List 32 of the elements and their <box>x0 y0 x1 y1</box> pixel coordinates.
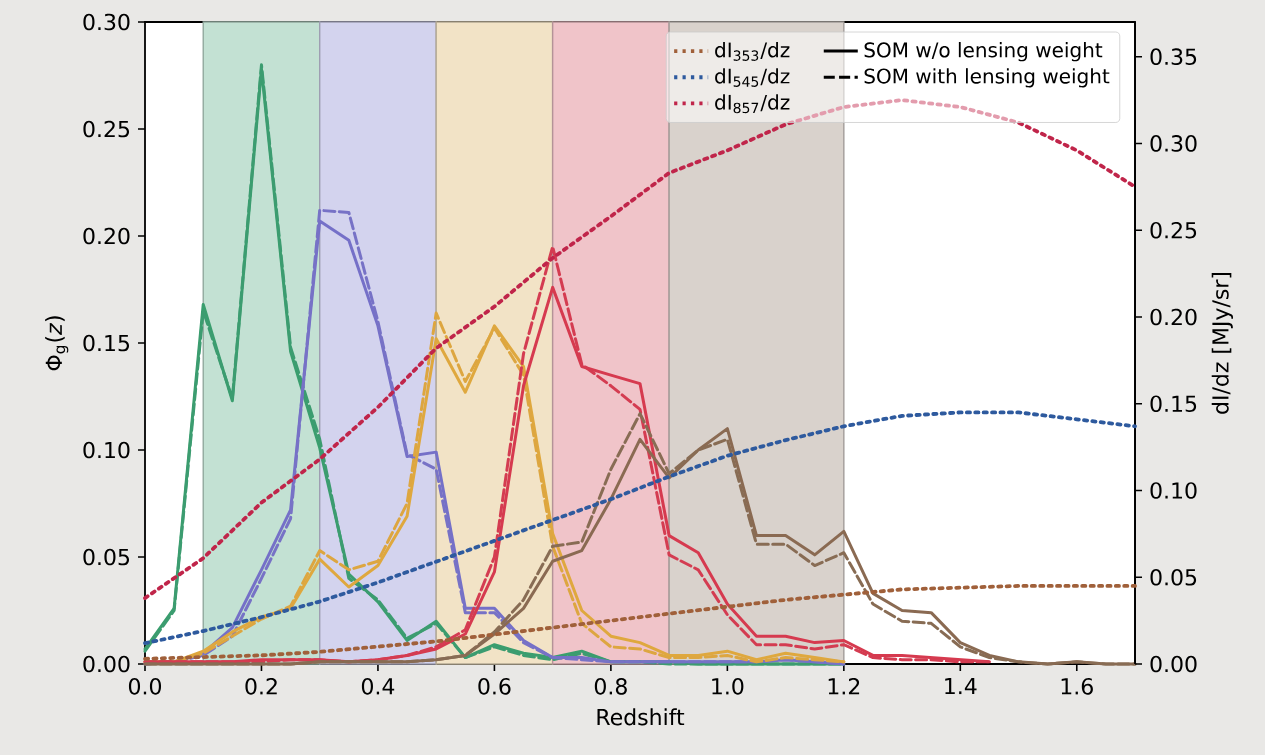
x-tick-label: 0.8 <box>594 678 627 695</box>
legend-label: dI$_{857}$/dz <box>715 94 790 114</box>
y2-tick-label: 0.10 <box>1150 482 1197 499</box>
y-tick-label: 0.05 <box>83 548 130 566</box>
y-tick-label: 0.25 <box>83 120 130 138</box>
y-tick-label: 0.20 <box>83 227 130 245</box>
annotation: SOM with lensing weight <box>864 68 1110 88</box>
y2-tick-label: 0.20 <box>1150 308 1197 326</box>
y2-axis-title: dI/dz [MJy/sr] <box>1211 272 1233 414</box>
y2-tick-label: 0.15 <box>1150 395 1197 413</box>
y2-tick-label: 0.05 <box>1150 568 1197 586</box>
x-tick-label: 1.4 <box>945 678 977 695</box>
x-tick-label: 0.4 <box>361 678 395 695</box>
x-tick-label: 1.0 <box>712 678 744 695</box>
x-tick-label: 0.2 <box>245 678 277 695</box>
x-tick-label: 1.6 <box>1061 678 1093 695</box>
y2-tick-label: 0.30 <box>1150 135 1197 152</box>
y2-tick-label: 0.25 <box>1150 221 1197 239</box>
y2-tick-label: 0.00 <box>1150 655 1197 673</box>
x-axis-title: Redshift <box>597 708 685 726</box>
x-tick-label: 0.6 <box>478 678 511 695</box>
y-tick-label: 0.30 <box>83 13 130 31</box>
x-tick-label: 0.0 <box>128 678 162 695</box>
y-tick-label: 0.15 <box>83 334 130 352</box>
annotation: SOM w/o lensing weight <box>864 42 1103 62</box>
legend-label: dI$_{353}$/dz <box>715 42 790 61</box>
x-tick-label: 1.2 <box>828 678 860 695</box>
y-tick-label: 0.10 <box>83 441 130 459</box>
y-tick-label: 0.00 <box>83 655 130 673</box>
y2-tick-label: 0.35 <box>1150 48 1197 66</box>
y-axis-title: Φ$_{g}$(z) <box>45 316 69 371</box>
legend-label: dI$_{545}$/dz <box>715 68 790 87</box>
